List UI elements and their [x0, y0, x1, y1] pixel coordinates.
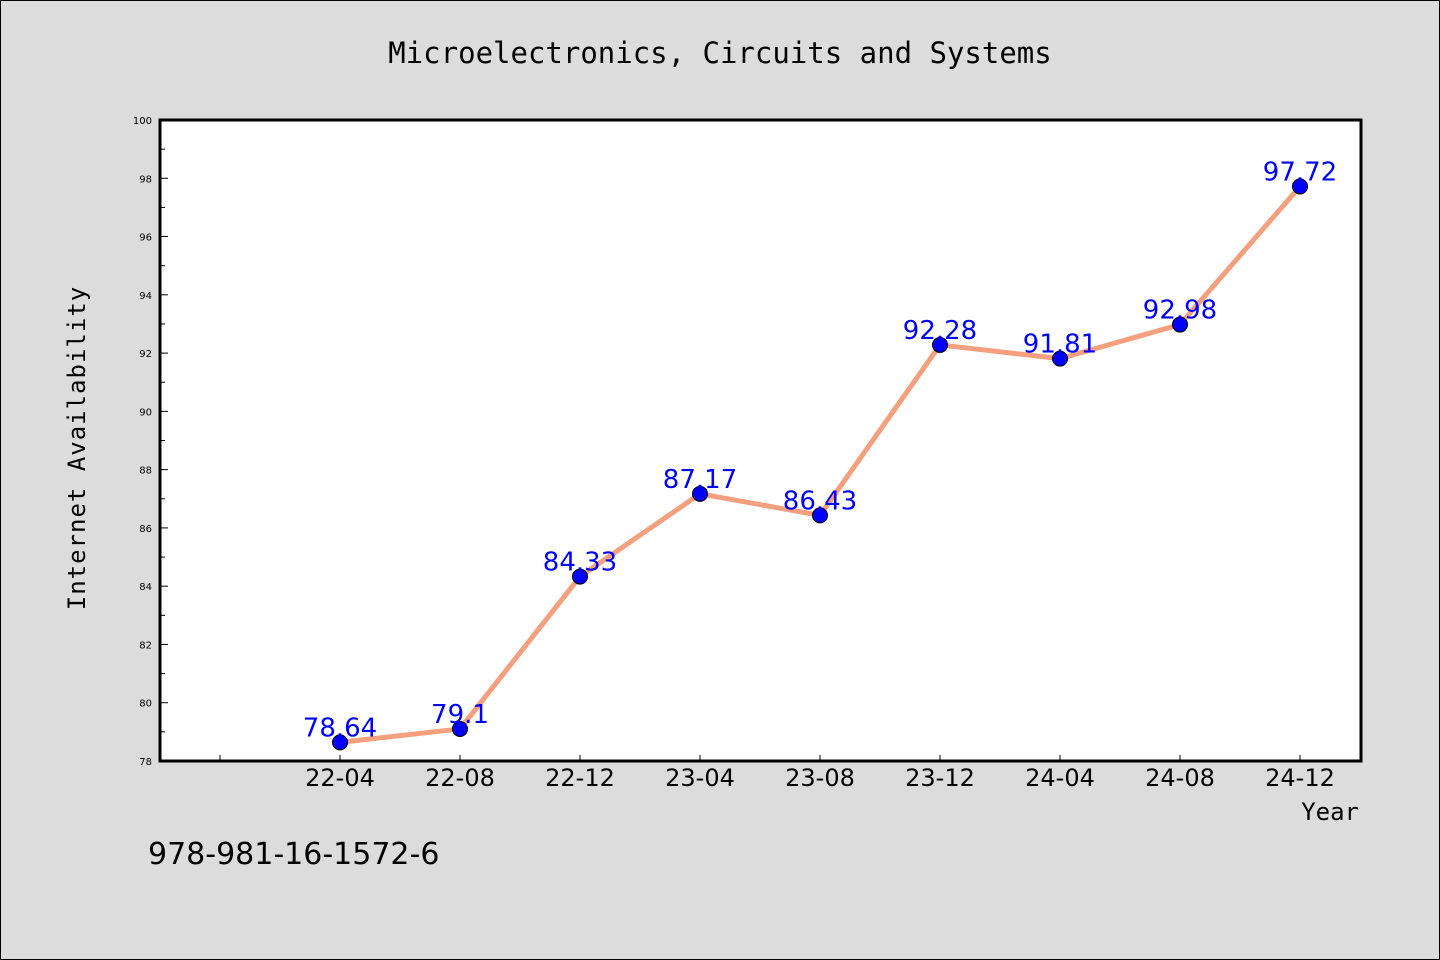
x-tick-label: 22-08: [425, 764, 495, 792]
x-tick-label: 23-08: [785, 764, 855, 792]
axes: 78 80 82 84 86 88 90 92 94 96 98 100 22-04 22-08 22-12…: [133, 116, 1335, 792]
x-axis-label: Year: [1301, 798, 1359, 826]
plot-border: [158, 118, 1363, 763]
data-point: [812, 507, 828, 524]
y-tick-label: 100: [133, 116, 152, 127]
y-tick-label: 98: [139, 174, 152, 185]
data-label: 86.43: [783, 486, 857, 516]
data-label: 78.64: [303, 713, 377, 743]
data-point: [692, 485, 708, 502]
y-tick-label: 82: [139, 640, 152, 651]
series-layer: 78.64 79.1 84.33 87.17 86.43 92.28 91.81 92.98 9…: [303, 157, 1337, 751]
y-axis-label: Internet Availability: [63, 286, 91, 610]
y-tick-label: 92: [139, 349, 152, 360]
data-label: 92.98: [1143, 296, 1217, 326]
plot-area: [160, 120, 1361, 761]
y-tick-label: 78: [139, 757, 152, 768]
y-tick-label: 88: [139, 466, 152, 477]
data-label: 87.17: [663, 465, 737, 495]
x-tick-label: 23-04: [665, 764, 735, 792]
y-tick-label: 94: [139, 291, 152, 302]
data-label: 92.28: [903, 316, 977, 346]
y-tick-label: 84: [139, 582, 152, 593]
data-point: [1292, 178, 1308, 195]
data-label: 97.72: [1263, 157, 1337, 187]
data-point: [452, 720, 468, 737]
y-tick-label: 96: [139, 233, 152, 244]
x-tick-label: 23-12: [905, 764, 975, 792]
data-point: [932, 336, 948, 353]
x-tick-label: 24-04: [1025, 764, 1095, 792]
y-tick-label: 90: [139, 407, 152, 418]
data-point: [1052, 350, 1068, 367]
isbn-text: 978-981-16-1572-6: [148, 837, 439, 872]
x-tick-label: 22-04: [305, 764, 375, 792]
data-point: [332, 734, 348, 751]
x-tick-label: 24-12: [1265, 764, 1335, 792]
x-tick-label: 24-08: [1145, 764, 1215, 792]
y-tick-label: 80: [139, 699, 152, 710]
x-tick-label: 22-12: [545, 764, 615, 792]
data-label: 84.33: [543, 548, 617, 578]
data-point: [572, 568, 588, 585]
chart-title: Microelectronics, Circuits and Systems: [388, 36, 1051, 70]
data-point: [1172, 316, 1188, 333]
y-tick-label: 86: [139, 524, 152, 535]
data-label: 79.1: [431, 700, 489, 730]
data-label: 91.81: [1023, 330, 1097, 360]
